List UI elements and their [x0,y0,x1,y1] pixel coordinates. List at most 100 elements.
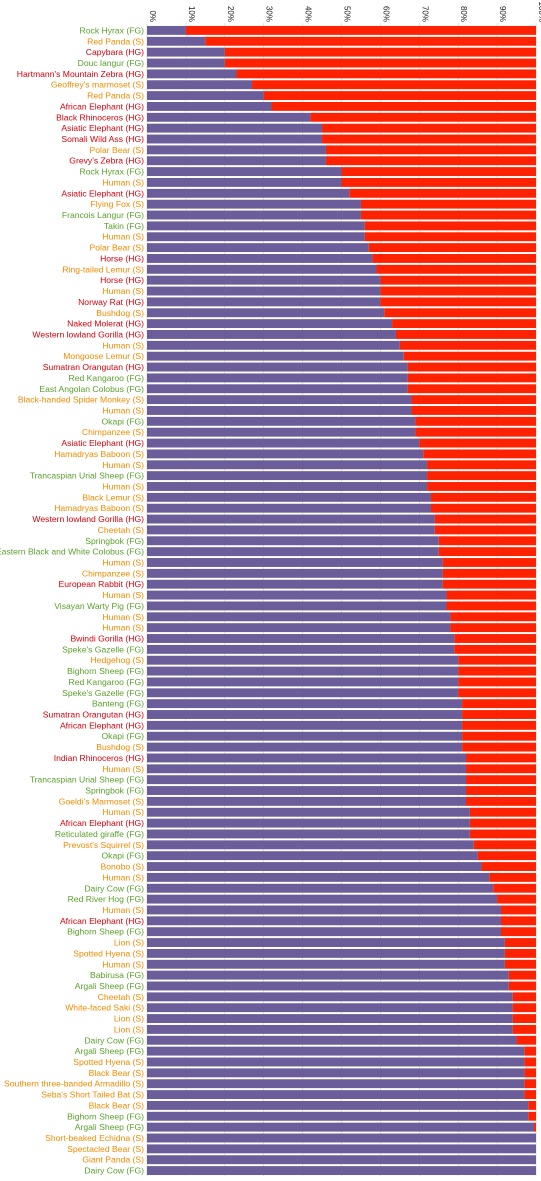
bar-segment-second [372,254,536,263]
bar-segment-first [147,872,490,882]
bar-segment-second [368,243,536,253]
row-label: African Elephant (HG) [60,101,144,111]
bar-segment-first [147,655,459,665]
bar-segment-first [147,851,478,861]
row-label: Mongoose Lemur (S) [63,351,144,361]
bar-segment-first [147,731,463,741]
row-label: Red Kangaroo (FG) [69,373,145,383]
bar-segment-first [147,460,428,470]
bar-segment-second [360,199,536,209]
row-label: Springbok (FG) [85,786,144,796]
row-label: White-faced Saki (S) [65,1003,144,1013]
bar-segment-second [504,948,536,958]
bar-segment-second [407,362,536,372]
bar-segment-first [147,101,272,111]
row-label: Bonobo (S) [101,862,145,872]
bar-segment-second [411,406,536,415]
bar-segment-second [271,101,536,111]
bar-segment-first [147,69,237,79]
row-label: Polar Bear (S) [90,145,145,155]
row-label: Rock Hyrax (FG) [80,25,145,35]
row-label: Asiatic Elephant (HG) [61,188,144,198]
bar-segment-first [147,221,365,231]
bar-segment-first [147,1079,525,1089]
row-label: Speke's Gazelle (FG) [62,688,144,698]
bar-segment-first [147,1100,529,1110]
bar-segment-first [147,395,412,405]
bar-segment-first [147,1035,517,1045]
bar-segment-second [407,384,536,394]
bar-segment-first [147,590,447,600]
bar-segment-second [423,449,536,459]
row-label: Human (S) [102,177,144,187]
bar-segment-first [147,1166,536,1176]
row-label: Chimpanzee (S) [82,568,144,578]
bar-segment-first [147,416,416,426]
bar-segment-first [147,688,459,698]
bar-segment-first [147,471,428,481]
bar-segment-second [465,753,536,763]
bar-segment-first [147,894,498,904]
bar-segment-first [147,644,455,654]
bar-segment-first [147,840,474,850]
bar-segment-first [147,1155,536,1165]
x-tick-label: 20% [226,6,235,22]
bar-segment-first [147,764,466,774]
bar-segment-second [465,775,536,785]
row-label: Red River Hog (FG) [68,894,145,904]
bar-segment-first [147,145,326,155]
bar-segment-second [322,123,536,133]
bar-segment-first [147,1111,529,1121]
row-label: Takin (FG) [104,221,144,231]
bar-segment-second [524,1057,536,1067]
bar-segment-first [147,829,470,839]
bar-segment-second [477,851,536,861]
bar-segment-second [205,36,536,46]
row-label: Cheetah (S) [98,525,144,535]
bar-segment-second [407,373,536,383]
bar-segment-first [147,775,466,785]
bar-segment-second [415,427,536,437]
row-label: Lion (S) [114,1024,144,1034]
bar-segment-first [147,720,463,730]
row-label: Lion (S) [114,1014,144,1024]
bar-segment-second [500,916,536,926]
bar-segment-second [504,938,536,947]
bar-segment-second [427,471,536,481]
bar-segment-first [147,25,186,35]
bar-segment-first [147,959,505,969]
bar-segment-second [508,981,536,991]
row-label: Bighorn Sheep (FG) [67,927,144,937]
bar-segment-first [147,514,435,524]
row-label: Dairy Cow (FG) [84,1035,144,1045]
bar-segment-first [147,156,326,166]
row-label: Cheetah (S) [98,992,144,1002]
bar-segment-second [458,655,536,665]
row-label: Sumatran Orangutan (HG) [43,362,144,372]
bar-segment-first [147,634,455,643]
row-label: Red Panda (S) [87,36,144,46]
bar-segment-second [508,970,536,980]
row-label: Spectacled Bear (S) [67,1144,144,1154]
bar-segment-first [147,666,459,676]
bar-segment-first [147,1014,513,1024]
bar-segment-first [147,786,466,795]
bar-segment-second [524,1068,536,1078]
bar-segment-first [147,243,369,253]
bar-segment-first [147,47,225,57]
row-label: Capybara (HG) [86,47,144,57]
bar-segment-second [504,959,536,969]
row-label: Western lowland Gorilla (HG) [32,329,144,339]
bar-segment-second [454,644,536,654]
bar-segment-first [147,492,431,502]
bar-segment-first [147,992,513,1002]
bar-segment-first [147,796,466,806]
row-label: Okapi (FG) [102,416,145,426]
bar-segment-first [147,134,323,144]
bar-segment-second [310,112,536,122]
bar-segment-second [493,883,536,893]
bar-segment-second [384,308,536,318]
row-labels: Rock Hyrax (FG)Red Panda (S)Capybara (HG… [0,25,144,1175]
row-label: Ring-tailed Lemur (S) [62,264,144,274]
bar-segment-second [500,905,536,915]
